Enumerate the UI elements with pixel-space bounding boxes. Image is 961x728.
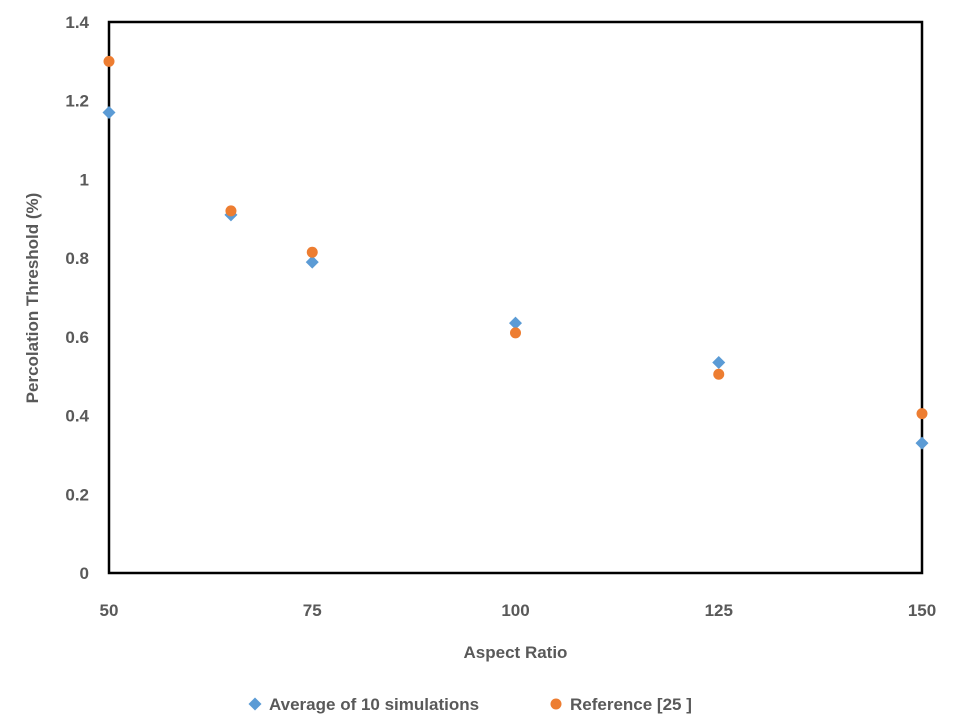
y-tick-label: 0.8	[65, 249, 89, 268]
circle-marker	[225, 205, 237, 217]
diamond-marker-legend	[248, 697, 262, 711]
x-tick-labels: 50 75 100 125 150	[100, 601, 937, 620]
legend: Average of 10 simulations Reference [25 ]	[248, 695, 692, 714]
legend-label: Reference [25 ]	[570, 695, 692, 714]
series-1-points	[103, 55, 928, 420]
x-axis-title: Aspect Ratio	[464, 643, 568, 662]
circle-marker	[916, 408, 928, 420]
circle-marker	[103, 55, 115, 67]
plot-area-frame	[107, 20, 924, 575]
data-points	[102, 55, 929, 450]
diamond-marker	[712, 355, 726, 369]
y-tick-label: 0.6	[65, 328, 89, 347]
x-tick-label: 100	[501, 601, 529, 620]
x-tick-label: 50	[100, 601, 119, 620]
diamond-marker	[509, 316, 522, 330]
y-tick-label: 0.4	[65, 407, 89, 426]
diamond-marker	[915, 436, 929, 450]
y-tick-label: 1.2	[65, 92, 89, 111]
y-axis-title: Percolation Threshold (%)	[23, 193, 42, 404]
y-tick-label: 0	[80, 564, 89, 583]
circle-marker	[306, 246, 318, 258]
y-tick-label: 1	[80, 170, 89, 189]
x-tick-label: 125	[705, 601, 733, 620]
x-tick-label: 75	[303, 601, 322, 620]
circle-marker	[510, 327, 521, 339]
circle-marker-legend	[550, 698, 562, 710]
diamond-marker	[102, 106, 116, 120]
y-tick-label: 1.4	[65, 13, 89, 32]
legend-item: Average of 10 simulations	[248, 695, 479, 714]
circle-marker	[713, 368, 725, 380]
y-tick-labels: 0 0.2 0.4 0.6 0.8 1 1.2 1.4	[65, 13, 89, 583]
diamond-marker	[305, 255, 319, 269]
legend-item: Reference [25 ]	[550, 695, 692, 714]
legend-label: Average of 10 simulations	[269, 695, 479, 714]
x-tick-label: 150	[908, 601, 936, 620]
y-tick-label: 0.2	[65, 485, 89, 504]
